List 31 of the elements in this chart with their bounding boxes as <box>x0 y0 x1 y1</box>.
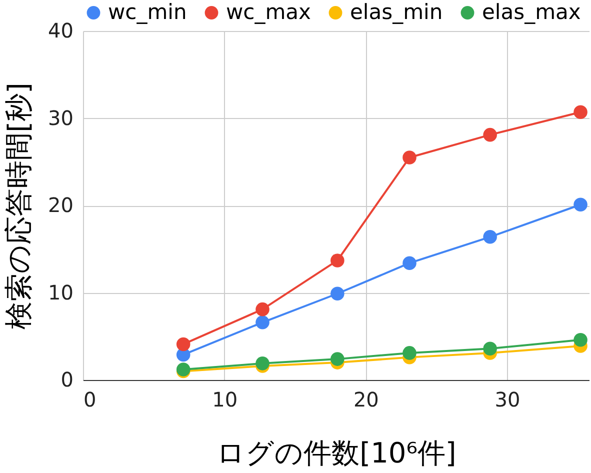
point <box>574 198 588 212</box>
point <box>483 342 497 356</box>
point <box>402 256 416 270</box>
point <box>574 332 588 347</box>
legend-label: wc_max <box>226 0 311 24</box>
point <box>330 352 344 366</box>
legend-label: wc_min <box>108 0 187 24</box>
point <box>402 150 416 164</box>
y-tick-label: 10 <box>48 280 74 304</box>
point <box>176 337 190 352</box>
point <box>483 230 497 244</box>
x-tick-label: 20 <box>353 388 379 412</box>
x-tick-label: 30 <box>494 388 520 412</box>
legend-label: elas_min <box>350 0 443 24</box>
point <box>256 316 270 330</box>
x-axis-title: ログの件数[10⁶件] <box>216 436 456 470</box>
point <box>256 356 270 370</box>
legend-label: elas_max <box>482 0 581 24</box>
point <box>330 286 344 300</box>
x-tick-label: 0 <box>84 388 96 412</box>
y-tick-label: 40 <box>48 18 74 42</box>
y-axis-title: 検索の応答時間[秒] <box>2 82 36 330</box>
point <box>574 105 588 120</box>
point <box>402 346 416 360</box>
y-tick-label: 20 <box>48 193 74 217</box>
x-tick-label: 10 <box>212 388 238 412</box>
point <box>256 302 270 316</box>
point <box>483 128 497 142</box>
y-tick-label: 0 <box>60 368 74 392</box>
point <box>330 254 344 268</box>
y-tick-label: 30 <box>48 106 74 130</box>
